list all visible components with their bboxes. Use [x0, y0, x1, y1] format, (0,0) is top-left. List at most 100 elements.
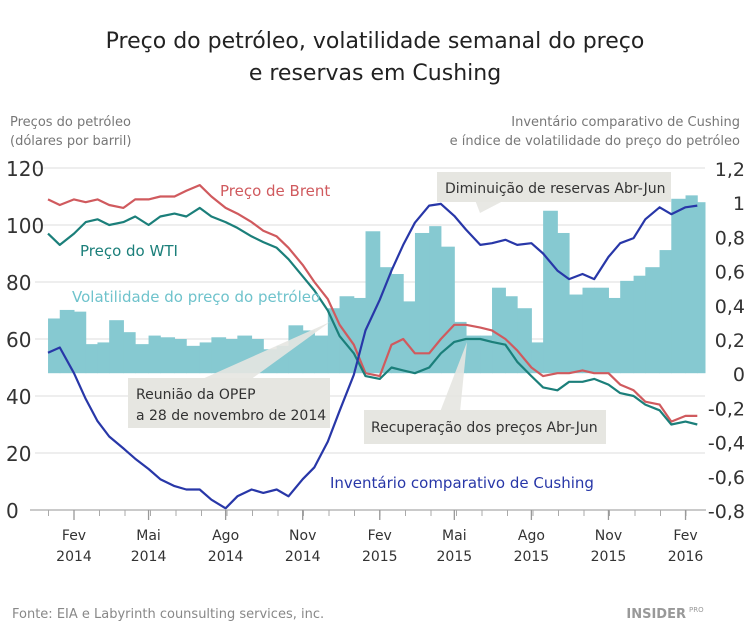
volatility-bar [466, 335, 481, 374]
left-tick-label: 20 [6, 442, 31, 466]
volatility-bar [505, 296, 518, 374]
volatility-bar [645, 267, 661, 374]
x-tick-year: 2015 [437, 549, 473, 565]
volatility-bar [97, 342, 110, 374]
volatility-bar [620, 280, 635, 374]
volatility-bar [671, 198, 687, 374]
volatility-bar [440, 246, 455, 374]
left-tick-label: 80 [6, 271, 31, 295]
right-tick-label: 1,2 [715, 159, 745, 181]
volatility-bar [594, 287, 609, 374]
x-tick-month: Nov [289, 528, 316, 544]
left-tick-label: 100 [6, 214, 44, 238]
opep-annotation-line-1: Reunião da OPEP [136, 387, 256, 403]
volatility-bar [327, 308, 341, 374]
right-tick-label: -0,2 [708, 398, 745, 420]
x-tick-year: 2015 [362, 549, 398, 565]
volatility-bar [543, 210, 558, 374]
volatility-bar [74, 311, 87, 374]
left-tick-label: 120 [6, 157, 44, 181]
volatility-bar [365, 231, 381, 374]
right-tick-label: 1 [733, 193, 745, 215]
x-tick-year: 2016 [668, 549, 704, 565]
right-axis-label-1: Inventário comparativo de Cushing [511, 115, 740, 130]
volatility-bar [199, 342, 212, 374]
volatility-bar [314, 335, 329, 374]
precos-annotation: Recuperação dos preços Abr-Jun [371, 420, 598, 436]
left-axis-label-1: Preços do petróleo [10, 115, 131, 130]
volatility-bar [633, 275, 646, 374]
precos-callout-box [364, 410, 606, 444]
volatility-bar [123, 332, 136, 374]
x-tick-month: Nov [595, 528, 622, 544]
opep-callout-box [128, 378, 330, 428]
x-tick-month: Ago [518, 528, 545, 544]
x-tick-year: 2014 [56, 549, 92, 565]
series-label-brent: Preço de Brent [220, 182, 330, 200]
volatility-bar [109, 320, 124, 374]
volatility-bar [582, 287, 595, 374]
series-label-volatility: Volatilidade do preço do petróleo [72, 288, 320, 306]
reservas-callout-box [437, 172, 671, 202]
chart-title-line-2: e reservas em Cushing [249, 61, 501, 86]
volatility-bar [557, 232, 570, 374]
right-tick-label: 0,4 [715, 296, 745, 318]
volatility-bar [659, 250, 672, 374]
volatility-bar [391, 274, 404, 374]
source-note: Fonte: EIA e Labyrinth counsulting servi… [12, 607, 324, 622]
x-tick-month: Fev [368, 528, 392, 544]
left-axis-label-2: (dólares por barril) [10, 134, 131, 149]
left-tick-label: 60 [6, 328, 31, 352]
volatility-bar [148, 335, 161, 374]
x-tick-month: Ago [212, 528, 239, 544]
right-tick-label: -0,8 [708, 501, 745, 523]
reservas-annotation: Diminuição de reservas Abr-Jun [445, 181, 665, 197]
opep-annotation-line-2: a 28 de novembro de 2014 [136, 408, 326, 424]
reservas-callout-pointer [475, 200, 505, 213]
right-axis-label-2: e índice de volatilidade do preço do pet… [450, 134, 740, 149]
volatility-bar [48, 318, 61, 374]
volatility-bar [531, 342, 544, 374]
volatility-bar [85, 344, 98, 374]
series-label-wti: Preço do WTI [80, 242, 178, 260]
x-tick-month: Mai [442, 528, 467, 544]
right-tick-label: -0,4 [708, 433, 745, 455]
x-tick-year: 2014 [208, 549, 244, 565]
svg-text:PRO: PRO [689, 606, 704, 614]
right-tick-label: -0,6 [708, 467, 745, 489]
x-tick-year: 2015 [591, 549, 627, 565]
left-tick-label: 0 [6, 499, 19, 523]
volatility-bar [59, 309, 75, 374]
volatility-bar [608, 297, 621, 374]
x-tick-month: Fev [62, 528, 86, 544]
series-line-pre-o-do-wti [47, 206, 698, 426]
left-tick-label: 40 [6, 385, 31, 409]
volatility-bar [186, 345, 201, 374]
volatility-bar [211, 337, 227, 374]
opep-callout-pointer [200, 322, 330, 380]
volatility-bar [302, 330, 315, 374]
volatility-bar [569, 294, 583, 374]
series-line-pre-o-de-brent [47, 184, 698, 423]
volatility-bar [517, 308, 532, 374]
volatility-bar [174, 339, 187, 374]
volatility-bar [403, 301, 416, 374]
x-tick-month: Mai [136, 528, 161, 544]
volatility-bar [480, 335, 493, 374]
series-line-invent-rio-comparativo-de-cushing [47, 202, 698, 510]
volatility-bar [429, 226, 442, 374]
volatility-bar [492, 287, 506, 374]
svg-text:INSIDER: INSIDER [626, 607, 686, 622]
series-label-cushing: Inventário comparativo de Cushing [330, 474, 594, 492]
volatility-bar [697, 202, 706, 374]
chart-title-line-1: Preço do petróleo, volatilidade semanal … [106, 29, 645, 54]
insider-pro-logo: INSIDER PRO [626, 606, 704, 622]
x-tick-year: 2014 [131, 549, 167, 565]
right-tick-label: 0,8 [715, 227, 745, 249]
x-tick-year: 2014 [285, 549, 321, 565]
right-tick-label: 0 [733, 364, 745, 386]
volatility-bar [414, 232, 430, 374]
x-tick-month: Fev [673, 528, 697, 544]
